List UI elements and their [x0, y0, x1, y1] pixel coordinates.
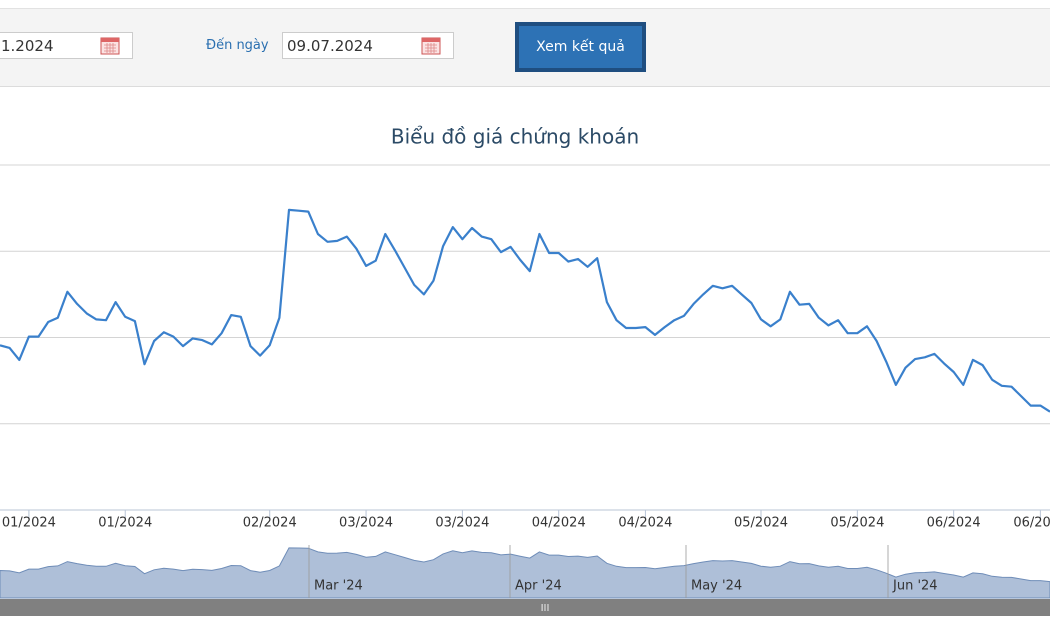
navigator-label: Apr '24 [515, 579, 562, 594]
price-line [0, 208, 1050, 413]
scrollbar-grip: III [541, 603, 550, 614]
calendar-icon[interactable] [421, 37, 441, 55]
x-tick-label: 06/2024 [1013, 516, 1050, 531]
x-tick-label: 05/2024 [830, 516, 884, 531]
x-tick-label: 02/2024 [243, 516, 297, 531]
x-tick-label: 03/2024 [435, 516, 489, 531]
chart: Biểu đồ giá chứng khoán 01/2024 01/2024 02… [0, 125, 1050, 616]
to-date: 09.07.2024 [287, 37, 373, 55]
chart-title: Biểu đồ giá chứng khoán [391, 125, 639, 149]
from-date-input[interactable]: 1.2024 [0, 32, 133, 59]
navigator-label: Mar '24 [314, 579, 363, 594]
x-tick-label: 01/2024 [98, 516, 152, 531]
filter-bar: 1.2024 Đến ngày 09.07.2024 Xem kết quả [0, 8, 1050, 87]
navigator-area [0, 547, 1050, 599]
to-date-input[interactable]: 09.07.2024 [282, 32, 454, 59]
x-tick-label: 04/2024 [618, 516, 672, 531]
x-tick-label: 01/2024 [2, 516, 56, 531]
x-tick-label: 05/2024 [734, 516, 788, 531]
submit-button[interactable]: Xem kết quả [515, 22, 646, 72]
x-tick-label: 06/2024 [927, 516, 981, 531]
to-label: Đến ngày [206, 38, 269, 53]
calendar-icon[interactable] [100, 37, 120, 55]
navigator-label: Jun '24 [892, 579, 938, 594]
x-tick-label: 03/2024 [339, 516, 393, 531]
x-tick-label: 04/2024 [532, 516, 586, 531]
submit-label: Xem kết quả [519, 26, 642, 68]
from-date: 1.2024 [1, 37, 54, 55]
navigator-label: May '24 [691, 579, 742, 594]
scrollbar [0, 599, 1050, 616]
